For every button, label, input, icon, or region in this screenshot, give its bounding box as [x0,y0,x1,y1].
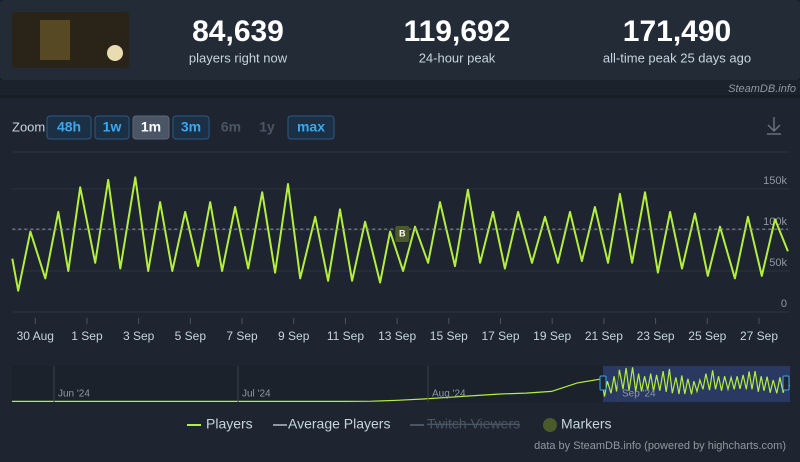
stat-label: all-time peak 25 days ago [603,50,751,65]
legend-label[interactable]: Average Players [288,416,390,432]
navigator-label: Jun '24 [58,389,90,400]
zoom-button-label[interactable]: max [297,119,325,135]
stat-value: 119,692 [404,15,511,48]
zoom-button[interactable] [132,115,170,140]
stat-label: players right now [189,50,288,65]
navigator-window-line [602,367,791,397]
legend-label[interactable]: Markers [561,416,612,432]
zoom-button[interactable] [94,115,130,140]
x-tick-label: 7 Sep [226,329,258,343]
stat-label: 24-hour peak [419,50,496,65]
thumb-figure [40,20,70,60]
x-tick-label: 23 Sep [637,329,675,343]
zoom-button-label: 1y [259,119,275,135]
zoom-button-label[interactable]: 48h [57,119,81,135]
x-tick-label: 3 Sep [123,329,155,343]
navigator-label: Sep '24 [622,389,656,400]
x-tick-label: 11 Sep [327,329,364,343]
x-tick-label: 19 Sep [533,329,571,343]
credit: data by SteamDB.info (powered by highcha… [534,440,786,452]
x-tick-label: 5 Sep [175,329,207,343]
x-tick-label: 17 Sep [481,329,519,343]
x-tick-label: 27 Sep [740,329,778,343]
download-glyph [767,117,781,135]
source-bar [0,80,800,95]
x-tick-label: 21 Sep [585,329,623,343]
y-tick-label: 50k [769,257,787,269]
download-icon[interactable] [767,117,781,135]
marker-flag [395,226,410,243]
stat-value: 171,490 [623,15,731,48]
zoom-button-label[interactable]: 1w [103,119,122,135]
x-tick-label: 1 Sep [71,329,103,343]
zoom-button[interactable] [172,115,210,140]
source: SteamDB.info [728,83,796,95]
series-line [11,176,789,292]
header-panel [0,0,800,80]
navigator-line [12,378,604,402]
thumb-logo [107,45,123,61]
legend-label[interactable]: Players [206,416,253,432]
zoom-button-label[interactable]: 3m [181,119,201,135]
legend-label[interactable]: Twitch Viewers [427,416,520,432]
zoom-button[interactable] [287,115,335,140]
legend-swatch[interactable] [543,418,557,432]
chart-panel [0,98,800,462]
y-tick-label: 0 [781,298,787,310]
stat-value: 84,639 [192,15,284,48]
navigator-label: Jul '24 [242,389,271,400]
zoom-label: Zoom [12,119,45,134]
zoom-button[interactable] [46,115,92,140]
x-tick-label: 30 Aug [17,329,54,343]
marker-label: B [399,228,406,238]
y-tick-label: 150k [763,175,787,187]
x-tick-label: 9 Sep [278,329,310,343]
x-tick-label: 13 Sep [378,329,416,343]
zoom-button-label: 6m [221,119,241,135]
navigator-handle[interactable] [599,375,607,391]
navigator-handle[interactable] [782,375,790,391]
x-tick-label: 15 Sep [430,329,468,343]
navigator-label: Aug '24 [432,389,466,400]
x-tick-label: 25 Sep [688,329,726,343]
zoom-button-label[interactable]: 1m [141,119,161,135]
